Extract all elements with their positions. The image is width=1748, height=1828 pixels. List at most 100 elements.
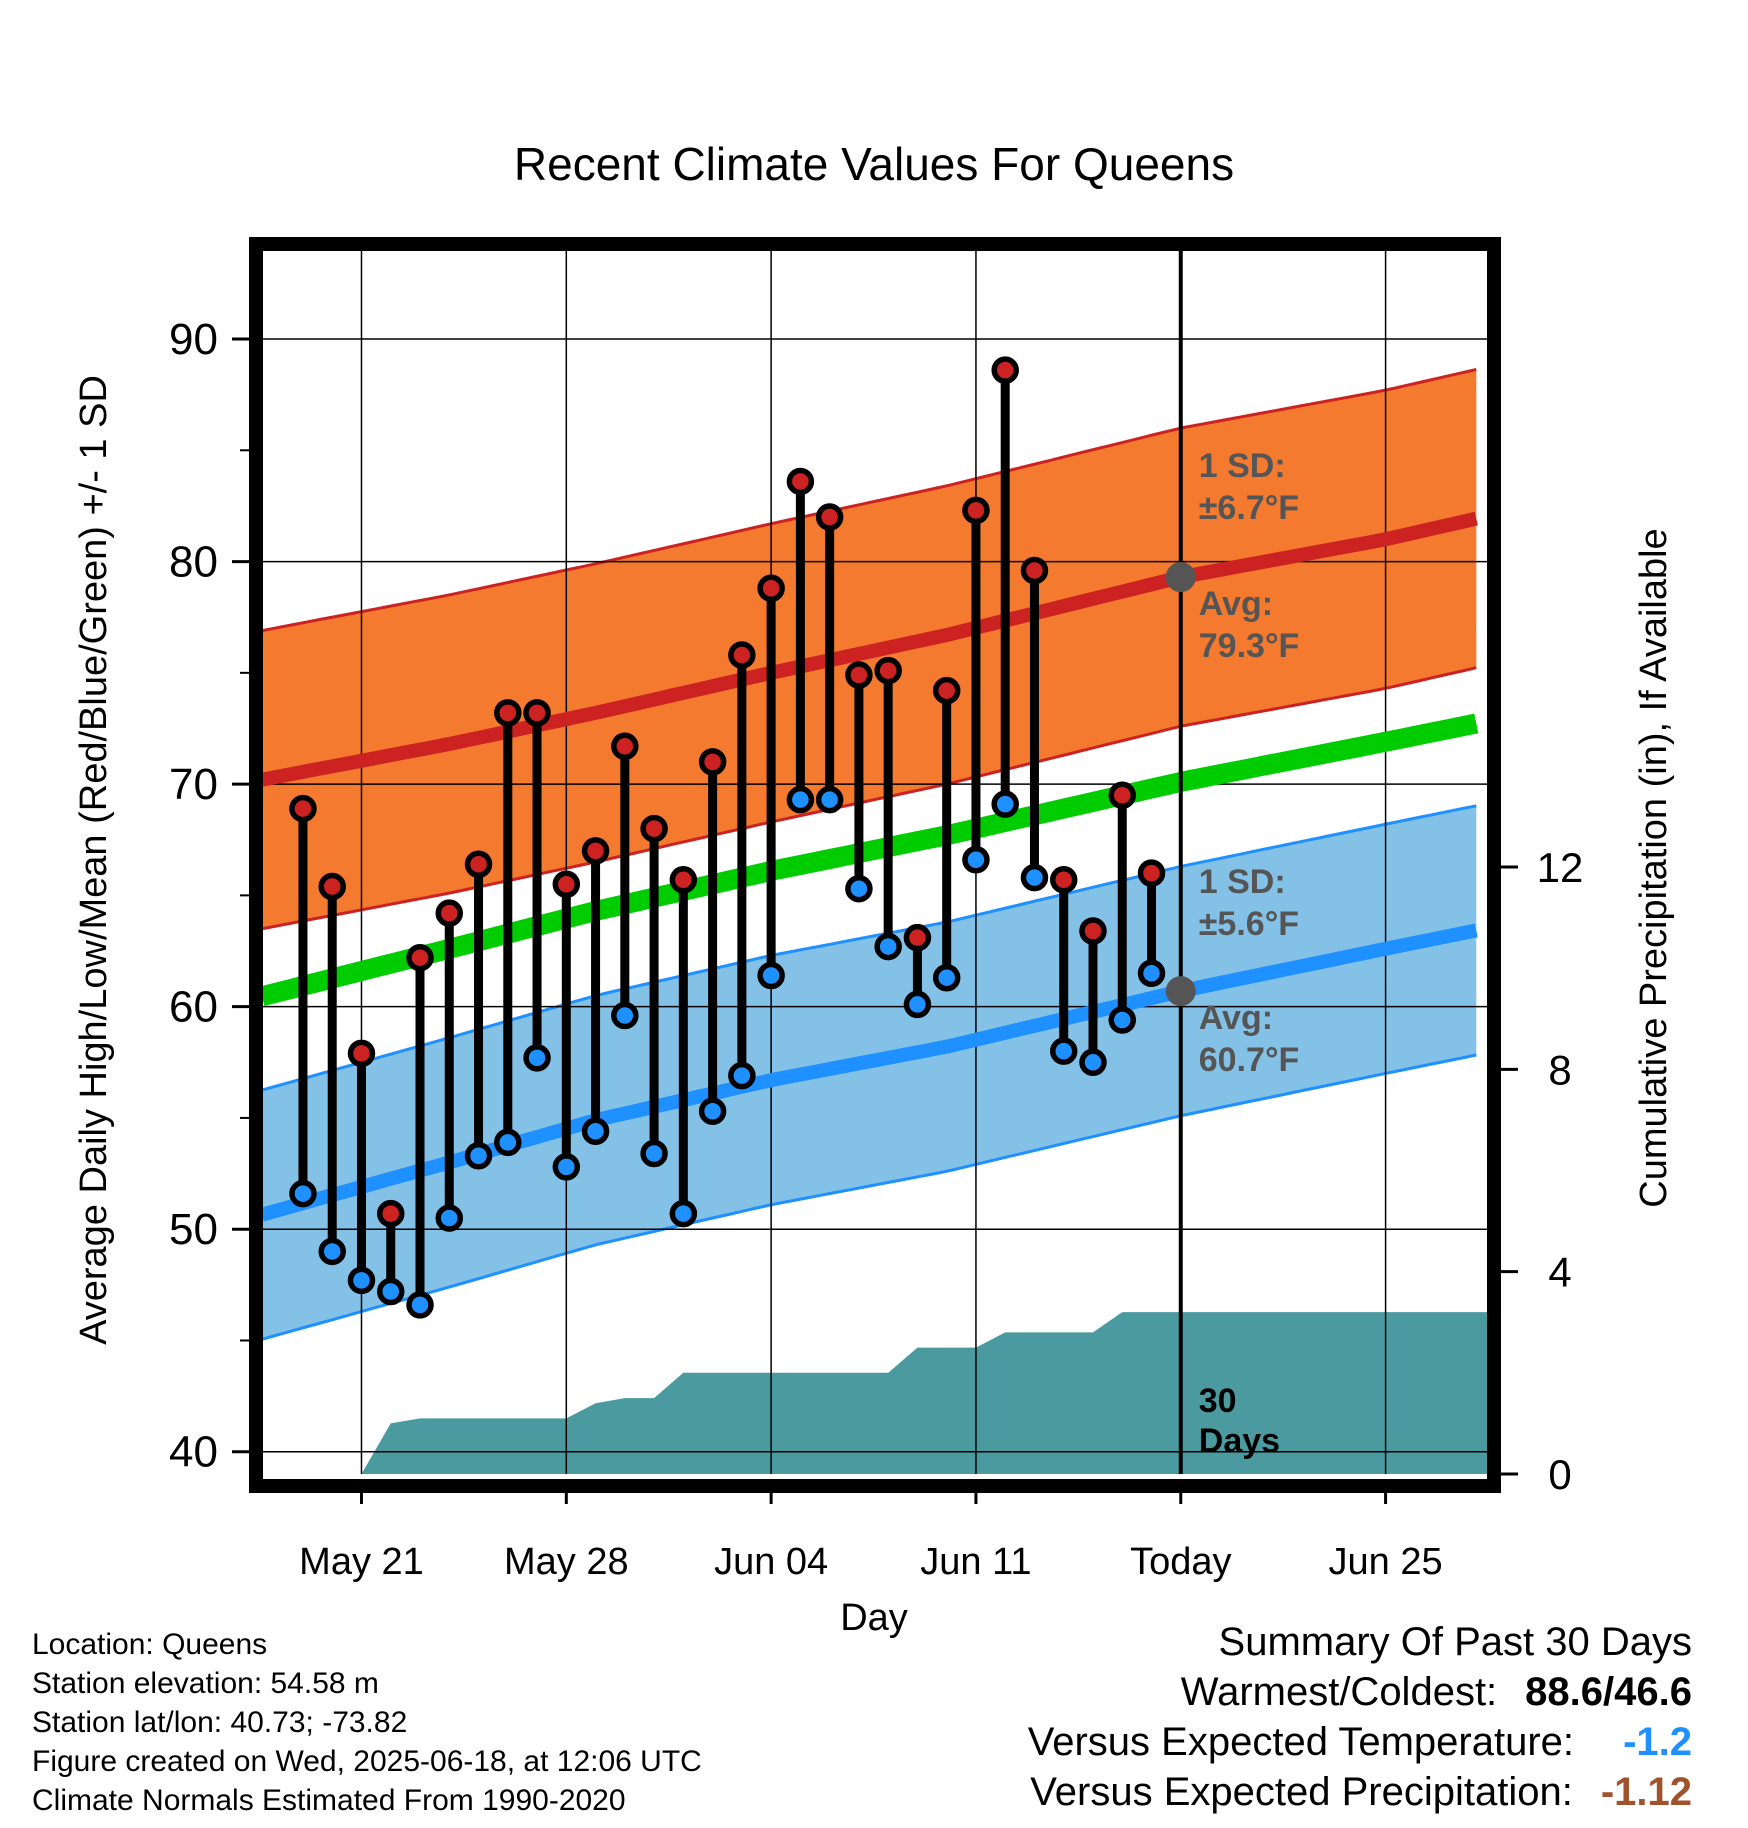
daily-low-point	[903, 990, 932, 1019]
y-tick-label: 60	[169, 983, 218, 1032]
daily-high-point	[1108, 781, 1136, 809]
y-tick-label: 70	[169, 760, 218, 809]
daily-low-point	[874, 932, 902, 961]
y2-tick-label: 0	[1548, 1451, 1571, 1498]
low-avg-label: Avg:	[1199, 999, 1273, 1037]
daily-high-point	[523, 699, 551, 727]
daily-high-point	[1020, 556, 1049, 585]
daily-high-point	[611, 732, 639, 761]
daily-low-point	[494, 1128, 522, 1157]
y2-axis-label: Cumulative Precipitation (in), If Availa…	[1633, 528, 1675, 1207]
location-text: Location: Queens	[32, 1628, 268, 1661]
daily-high-point	[376, 1199, 405, 1228]
daily-high-point	[318, 872, 346, 901]
summary-title: Summary Of Past 30 Days	[1218, 1620, 1692, 1664]
daily-high-point	[1079, 917, 1107, 945]
summary-precip-row: Versus Expected Precipitation: -1.12	[1028, 1767, 1692, 1817]
low-sd-value: ±5.6°F	[1199, 905, 1299, 943]
daily-low-point	[581, 1117, 610, 1146]
daily-high-point	[874, 656, 902, 685]
daily-low-point	[815, 785, 844, 814]
daily-high-point	[640, 814, 668, 843]
y-tick-label: 50	[169, 1205, 218, 1254]
y2-tick-label: 12	[1537, 844, 1584, 891]
summary-warmest-row: Warmest/Coldest: 88.6/46.6	[1028, 1667, 1692, 1717]
daily-low-point	[1079, 1048, 1107, 1077]
x-tick-label: Today	[1130, 1541, 1231, 1583]
low-sd-label: 1 SD:	[1199, 863, 1286, 901]
daily-low-point	[406, 1291, 434, 1319]
high-band-upper-edge	[262, 368, 1477, 633]
daily-low-point	[698, 1097, 727, 1126]
daily-high-point	[1049, 866, 1078, 894]
precip-value: -1.12	[1600, 1770, 1692, 1814]
daily-low-point	[289, 1179, 317, 1208]
daily-high-point	[494, 699, 522, 727]
y2-tick-label: 4	[1548, 1249, 1571, 1296]
plot-frame	[249, 237, 1501, 1493]
daily-low-point	[640, 1139, 668, 1168]
x-tick-label: Jun 11	[920, 1541, 1031, 1583]
normals-text: Climate Normals Estimated From 1990-2020	[32, 1784, 626, 1817]
temp-value: -1.2	[1623, 1720, 1692, 1764]
today-normal-low-marker	[1165, 976, 1196, 1007]
x-axis-label: Day	[840, 1597, 908, 1639]
latlon-text: Station lat/lon: 40.73; -73.82	[32, 1706, 408, 1739]
daily-high-point	[289, 794, 317, 823]
daily-high-point	[347, 1039, 376, 1068]
daily-high-point	[669, 866, 698, 894]
x-tick-label: Jun 25	[1329, 1541, 1443, 1583]
daily-high-point	[903, 923, 932, 952]
daily-low-point	[728, 1061, 756, 1090]
daily-low-point	[845, 874, 873, 903]
temp-label: Versus Expected Temperature:	[1027, 1720, 1574, 1764]
low-band-upper-edge	[262, 804, 1477, 1092]
high-sd-label: 1 SD:	[1199, 447, 1286, 485]
low-avg-value: 60.7°F	[1199, 1041, 1300, 1079]
precip-area	[361, 1312, 1488, 1474]
daily-high-point	[845, 661, 873, 689]
today-normal-high-marker	[1165, 562, 1196, 593]
normal-low-line	[262, 923, 1478, 1222]
daily-high-point	[552, 870, 581, 899]
daily-low-point	[1137, 959, 1166, 988]
station-info: Location: Queens Station elevation: 54.5…	[32, 1625, 702, 1820]
x-tick-label: Jun 04	[714, 1541, 828, 1583]
daily-low-point	[932, 963, 961, 992]
daily-low-point	[318, 1237, 346, 1266]
daily-low-point	[991, 790, 1019, 818]
high-avg-label: Avg:	[1199, 585, 1273, 623]
daily-high-point	[464, 850, 493, 878]
daily-high-point	[757, 574, 785, 603]
y-tick-label: 90	[169, 315, 218, 364]
y-tick-label: 80	[169, 538, 218, 587]
daily-high-point	[1137, 859, 1166, 887]
days-count-word: Days	[1199, 1422, 1280, 1460]
daily-high-point	[991, 356, 1019, 384]
created-text: Figure created on Wed, 2025-06-18, at 12…	[32, 1745, 702, 1778]
days-count-number: 30	[1199, 1382, 1237, 1420]
daily-high-point	[406, 943, 434, 972]
daily-high-point	[435, 899, 464, 927]
daily-low-point	[1049, 1037, 1078, 1065]
daily-high-point	[932, 676, 961, 705]
normal-high-line	[262, 511, 1478, 787]
y-axis-label: Average Daily High/Low/Mean (Red/Blue/Gr…	[73, 375, 115, 1345]
daily-low-point	[962, 846, 990, 874]
high-avg-value: 79.3°F	[1199, 627, 1300, 665]
daily-low-point	[669, 1199, 698, 1228]
daily-low-point	[376, 1277, 405, 1306]
low-band-lower-edge	[262, 1053, 1477, 1341]
normal-mean-line	[262, 713, 1479, 1006]
daily-low-point	[523, 1044, 551, 1072]
warmest-label: Warmest/Coldest:	[1180, 1670, 1498, 1714]
daily-high-point	[815, 503, 844, 531]
summary-temp-row: Versus Expected Temperature: -1.2	[1028, 1717, 1692, 1767]
daily-low-point	[1020, 863, 1049, 892]
warmest-value: 88.6/46.6	[1525, 1670, 1692, 1714]
daily-high-point	[581, 837, 610, 865]
daily-low-point	[1108, 1006, 1136, 1034]
x-tick-label: May 21	[299, 1541, 424, 1583]
daily-low-point	[435, 1204, 464, 1232]
